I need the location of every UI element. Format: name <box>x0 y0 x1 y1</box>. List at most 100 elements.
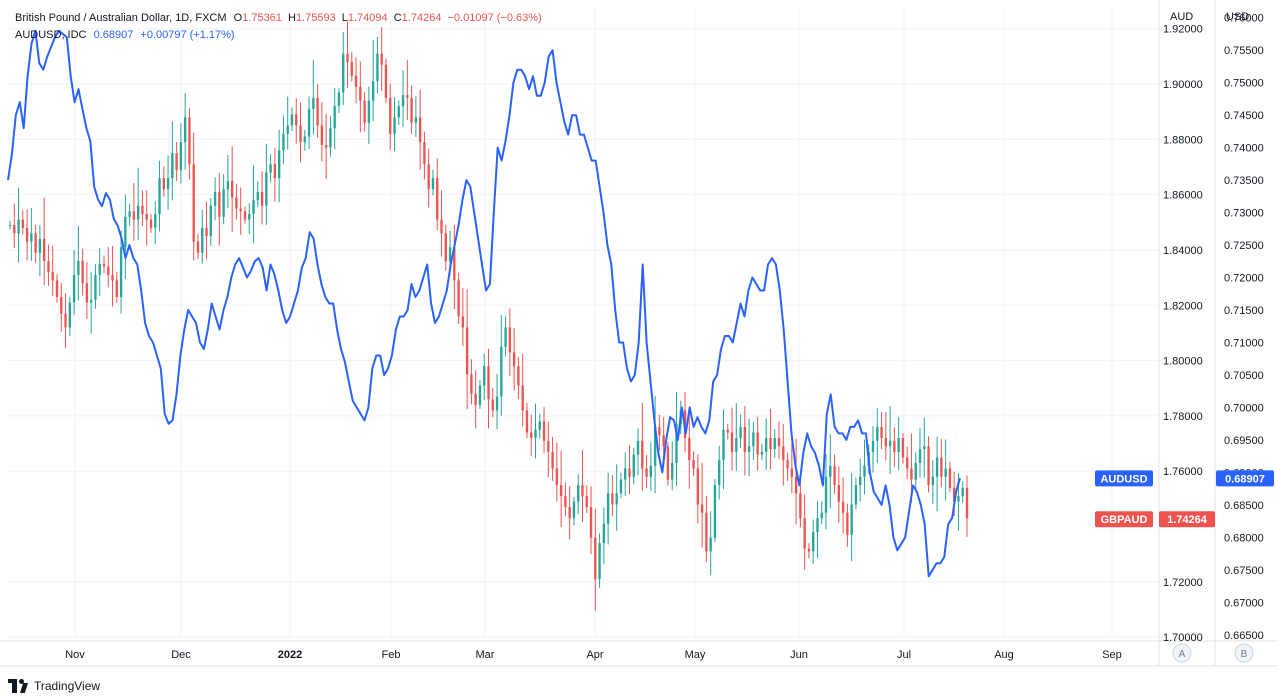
candle-body <box>175 153 178 170</box>
gbpaud-candle <box>230 146 234 233</box>
gbpaud-candle <box>487 348 490 429</box>
gbpaud-candle <box>427 148 430 208</box>
gbpaud-candle <box>491 387 494 418</box>
candle-body <box>615 493 618 505</box>
gbpaud-candle <box>495 373 499 430</box>
candle-body <box>837 485 841 502</box>
candle-body <box>705 512 708 552</box>
candle-body <box>252 200 255 215</box>
compare-series-legend[interactable]: AUDUSD, IDC 0.68907 +0.00797 (+1.17%) <box>15 28 235 42</box>
gbpaud-candle <box>688 412 691 489</box>
candle-body <box>149 219 153 228</box>
gbpaud-candle <box>739 414 742 449</box>
candle-body <box>530 432 533 439</box>
gbpaud-candle <box>38 224 42 277</box>
tradingview-footer[interactable]: TradingView <box>8 676 100 696</box>
gbpaud-candle <box>692 451 695 476</box>
x-axis-ticks: Nov Dec 2022 Feb Mar Apr May Jun Jul Aug Sep <box>65 649 1122 661</box>
candle-body <box>765 438 768 452</box>
gbpaud-candle <box>730 407 734 471</box>
candle-body <box>132 211 136 220</box>
candle-body <box>803 518 806 549</box>
gbpaud-candle <box>918 428 922 478</box>
gbpaud-candle <box>696 454 700 524</box>
candle-body <box>777 438 781 447</box>
right-tick-label: 0.68500 <box>1224 500 1264 512</box>
gbpaud-candle <box>324 113 328 179</box>
candle-body <box>568 507 571 519</box>
price-tag <box>1216 470 1274 487</box>
gbpaud-candle <box>645 454 648 488</box>
candle-body <box>213 191 217 206</box>
gbpaud-candle <box>128 203 131 226</box>
candle-body <box>111 274 114 281</box>
right-tick-label: 0.67000 <box>1224 597 1264 609</box>
candle-body <box>346 53 349 62</box>
candle-body <box>696 468 700 505</box>
gbpaud-candle <box>893 427 896 468</box>
candle-body <box>581 485 584 497</box>
gbpaud-candle <box>559 450 563 528</box>
candle-body <box>448 247 452 262</box>
gbpaud-candle <box>632 447 635 485</box>
candle-body <box>230 180 234 198</box>
x-tick-label: Apr <box>586 649 603 661</box>
gbpaud-candle <box>124 194 127 280</box>
gbpaud-candle <box>346 21 349 89</box>
candle-body <box>141 205 144 215</box>
gbpaud-candle <box>406 60 409 121</box>
high-label: H <box>287 12 296 24</box>
gbpaud-candle <box>158 160 161 232</box>
candle-body <box>243 211 247 220</box>
gbpaud-candle <box>756 416 759 471</box>
candle-body <box>376 53 379 82</box>
gbpaud-candle <box>863 439 866 495</box>
candle-body <box>354 75 358 87</box>
candle-body <box>440 219 443 234</box>
candle-body <box>718 460 721 486</box>
gbpaud-candle <box>410 85 413 134</box>
gbpaud-candle <box>111 245 114 307</box>
candle-body <box>927 446 930 486</box>
gbpaud-candle <box>119 230 123 314</box>
candle-body <box>320 125 324 145</box>
candle-body <box>51 272 54 281</box>
scale-button-a[interactable]: A <box>1172 643 1192 663</box>
candle-body <box>624 468 627 480</box>
candle-body <box>136 205 140 220</box>
gbpaud-candle <box>833 454 836 494</box>
candle-body <box>406 95 409 98</box>
gbpaud-candle <box>948 461 952 492</box>
gbpaud-candle <box>901 433 905 464</box>
main-series-legend[interactable]: British Pound / Australian Dollar, 1D, F… <box>15 11 542 25</box>
gbpaud-candle <box>555 442 559 502</box>
gbpaud-candle <box>521 353 524 427</box>
candle-body <box>89 299 93 303</box>
candle-body <box>555 468 559 486</box>
scale-button-b[interactable]: B <box>1234 643 1254 663</box>
gbpaud-candle <box>47 244 50 286</box>
right-tick-label: 0.75500 <box>1224 45 1264 57</box>
gbpaud-candle <box>653 395 657 494</box>
candle-body <box>910 468 913 480</box>
right-tick-label: 0.75000 <box>1224 78 1264 90</box>
gbpaud-candle <box>542 406 546 454</box>
candle-body <box>594 537 597 580</box>
gbpaud-candle <box>615 464 618 531</box>
gbpaud-candle <box>367 86 371 144</box>
left-tick-label: 1.70000 <box>1163 632 1203 644</box>
x-tick-label: Nov <box>65 649 85 661</box>
candle-body <box>265 172 268 206</box>
candle-body <box>102 263 106 267</box>
gbpaud-candle <box>269 154 272 183</box>
candle-body <box>585 496 588 508</box>
candle-body <box>888 440 892 447</box>
candle-body <box>179 142 183 170</box>
candle-body <box>436 178 439 220</box>
candle-body <box>77 261 80 275</box>
gbpaud-candle <box>914 452 917 490</box>
gbpaud-candle <box>837 466 841 523</box>
gbpaud-candle <box>500 314 503 416</box>
gbpaud-candle <box>577 474 580 515</box>
